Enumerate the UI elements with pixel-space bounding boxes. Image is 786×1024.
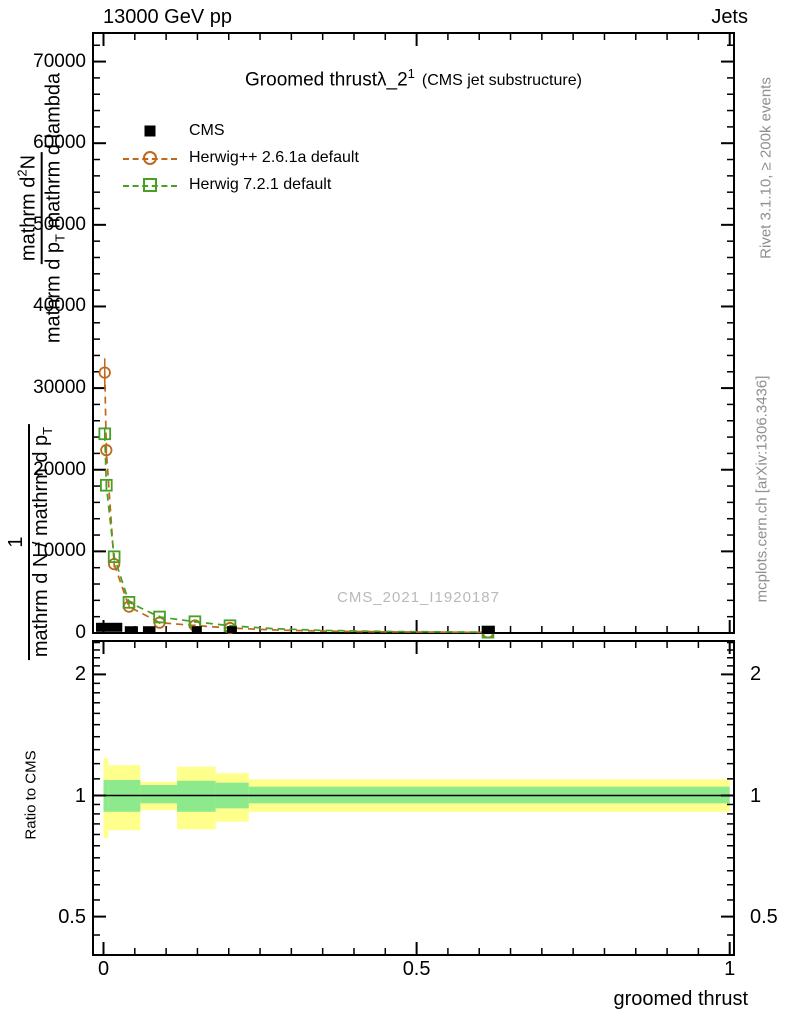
legend-row-herwig7: Herwig 7.2.1 default bbox=[123, 171, 359, 198]
cms-data-points bbox=[95, 622, 495, 634]
ratio-tick-label-right-1: 1 bbox=[750, 784, 762, 807]
y-axis-label-numerator-1: 1 bbox=[5, 536, 27, 548]
legend: CMS Herwig++ 2.6.1a default Herwig 7.2.1… bbox=[123, 117, 359, 198]
rivet-version-note: Rivet 3.1.10, ≥ 200k events bbox=[757, 77, 775, 259]
x-axis-tick-label-1: 1 bbox=[724, 958, 736, 980]
ratio-tick-label-left-1: 1 bbox=[74, 784, 86, 807]
y-axis-label-numerator-2: mathrm d2N bbox=[14, 151, 43, 265]
title-superscript: 1 bbox=[407, 66, 415, 81]
x-axis-title: groomed thrust bbox=[613, 988, 748, 1010]
y-axis-tick-label-20000: 20000 bbox=[33, 458, 86, 480]
y-axis-tick-label-0: 0 bbox=[75, 622, 86, 643]
legend-label-herwigpp: Herwig++ 2.6.1a default bbox=[189, 148, 359, 166]
legend-label-herwig7: Herwig 7.2.1 default bbox=[189, 175, 332, 193]
y-axis-tick-label-30000: 30000 bbox=[33, 377, 86, 399]
title-lambda: λ_2 bbox=[377, 69, 408, 91]
y-axis-tick-label-40000: 40000 bbox=[33, 295, 86, 317]
herwigpp-marker-icon bbox=[123, 150, 177, 165]
legend-row-herwigpp: Herwig++ 2.6.1a default bbox=[123, 144, 359, 171]
ratio-tick-label-right-0.5: 0.5 bbox=[750, 905, 778, 928]
x-axis-tick-label-0: 0 bbox=[97, 958, 110, 980]
analysis-tag-label: Jets bbox=[711, 6, 748, 28]
y-axis-tick-label-10000: 10000 bbox=[33, 540, 86, 562]
mcplots-reference-note: mcplots.cern.ch [arXiv:1306.3436] bbox=[753, 375, 771, 603]
ratio-tick-label-left-2: 2 bbox=[74, 663, 86, 686]
panel-frames bbox=[92, 32, 735, 956]
plot-title: Groomed thrustλ_21 (CMS jet substructure) bbox=[93, 66, 734, 91]
axis-ticks bbox=[93, 33, 734, 955]
title-main: Groomed thrust bbox=[245, 69, 378, 91]
herwig7-marker-icon bbox=[123, 177, 177, 192]
watermark-analysis-id: CMS_2021_I1920187 bbox=[337, 589, 500, 606]
legend-row-cms: CMS bbox=[123, 117, 359, 144]
y-axis-tick-label-70000: 70000 bbox=[33, 50, 86, 72]
beam-energy-label: 13000 GeV pp bbox=[103, 6, 232, 28]
x-axis-tick-label-0.5: 0.5 bbox=[402, 958, 431, 980]
legend-label-cms: CMS bbox=[189, 121, 225, 139]
ratio-uncertainty-bands bbox=[103, 758, 730, 839]
y-axis-tick-label-50000: 50000 bbox=[33, 213, 86, 235]
ratio-tick-label-right-2: 2 bbox=[750, 663, 762, 686]
cms-marker-icon bbox=[123, 125, 177, 137]
ratio-tick-label-left-0.5: 0.5 bbox=[58, 905, 86, 928]
y-axis-tick-label-60000: 60000 bbox=[33, 132, 86, 154]
title-paren: (CMS jet substructure) bbox=[421, 72, 582, 90]
